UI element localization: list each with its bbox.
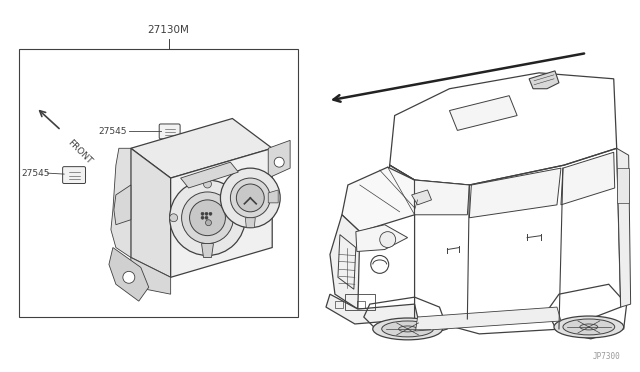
Bar: [357, 301, 365, 308]
Polygon shape: [111, 148, 131, 257]
Text: 27130M: 27130M: [148, 25, 189, 35]
Circle shape: [380, 232, 396, 247]
Polygon shape: [202, 244, 214, 257]
Ellipse shape: [372, 318, 442, 340]
Ellipse shape: [580, 324, 598, 330]
Polygon shape: [109, 247, 148, 301]
Polygon shape: [356, 225, 408, 251]
Polygon shape: [131, 148, 171, 277]
Polygon shape: [529, 71, 559, 89]
Polygon shape: [342, 167, 415, 232]
Polygon shape: [326, 294, 415, 324]
Circle shape: [123, 271, 135, 283]
Circle shape: [205, 212, 208, 215]
Circle shape: [237, 214, 245, 222]
Circle shape: [189, 200, 225, 235]
Ellipse shape: [554, 316, 623, 338]
Circle shape: [220, 168, 280, 228]
Text: 27545: 27545: [99, 127, 127, 136]
Polygon shape: [561, 152, 614, 205]
Circle shape: [204, 247, 211, 256]
Polygon shape: [469, 168, 561, 218]
Polygon shape: [415, 180, 469, 215]
Text: 27545: 27545: [21, 169, 50, 177]
Polygon shape: [449, 96, 517, 131]
Circle shape: [205, 220, 211, 226]
Circle shape: [170, 214, 178, 222]
Bar: [617, 168, 628, 203]
Ellipse shape: [381, 321, 433, 337]
Circle shape: [274, 157, 284, 167]
Circle shape: [371, 256, 388, 273]
Polygon shape: [171, 148, 272, 277]
Polygon shape: [330, 215, 360, 309]
Circle shape: [236, 184, 264, 212]
Circle shape: [205, 216, 208, 219]
Circle shape: [230, 178, 270, 218]
Polygon shape: [245, 218, 255, 228]
Ellipse shape: [563, 319, 614, 335]
Circle shape: [182, 192, 234, 244]
Polygon shape: [268, 140, 290, 178]
FancyBboxPatch shape: [159, 124, 180, 139]
Text: JP7300: JP7300: [593, 352, 621, 361]
Bar: [19, 49, 298, 317]
Polygon shape: [180, 162, 238, 188]
Polygon shape: [385, 165, 415, 215]
FancyBboxPatch shape: [63, 167, 86, 183]
Polygon shape: [268, 190, 278, 203]
Polygon shape: [617, 148, 630, 307]
Bar: [335, 301, 343, 308]
Circle shape: [170, 180, 245, 256]
Circle shape: [204, 180, 211, 188]
Polygon shape: [114, 185, 131, 225]
Circle shape: [201, 212, 204, 215]
Polygon shape: [415, 307, 561, 331]
Text: FRONT: FRONT: [66, 138, 94, 166]
Circle shape: [209, 212, 212, 215]
Bar: [345, 294, 375, 310]
Polygon shape: [131, 257, 171, 294]
Circle shape: [201, 216, 204, 219]
Polygon shape: [412, 190, 431, 205]
Polygon shape: [131, 119, 272, 178]
Ellipse shape: [399, 326, 417, 332]
